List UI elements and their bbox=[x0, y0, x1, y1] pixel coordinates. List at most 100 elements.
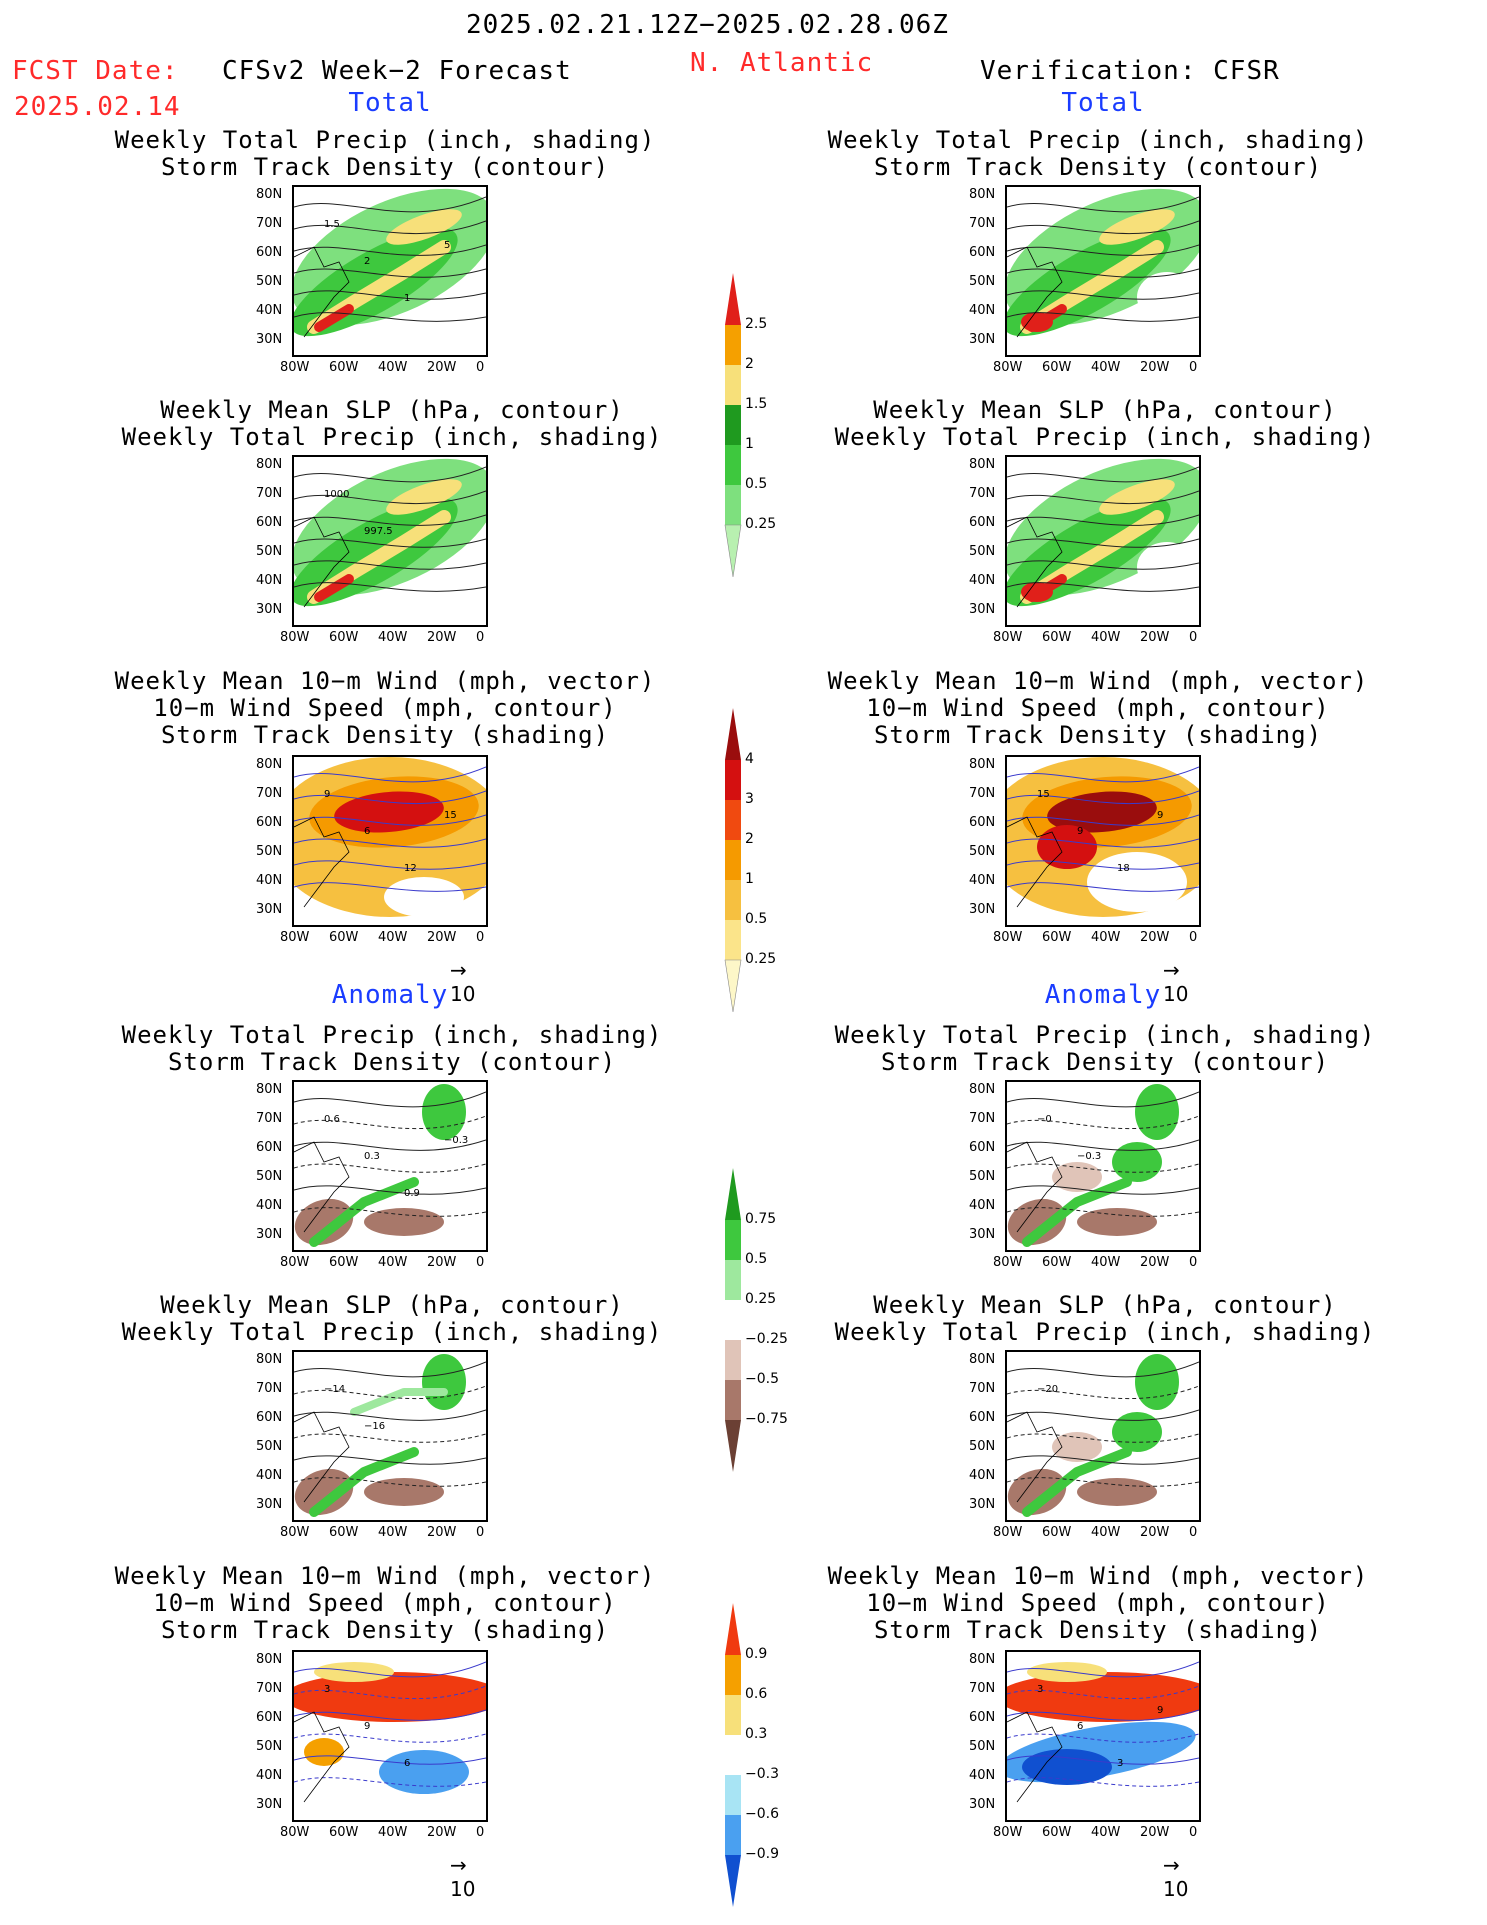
contour-line bbox=[1007, 268, 1199, 278]
colorbar-label: 0.6 bbox=[745, 1686, 768, 1702]
precip-anom-band bbox=[309, 1177, 419, 1247]
map-panel-verification-total-precip-storm bbox=[1005, 185, 1201, 357]
lat-tick-label: 70N bbox=[969, 486, 996, 501]
lat-tick-label: 60N bbox=[969, 245, 996, 260]
lat-tick-label: 60N bbox=[969, 515, 996, 530]
colorbar-segment bbox=[725, 840, 741, 880]
lon-tick-label: 60W bbox=[329, 1525, 359, 1540]
storm-core bbox=[1047, 791, 1157, 833]
region-label: N. Atlantic bbox=[690, 48, 874, 78]
contour-line bbox=[1007, 1385, 1199, 1400]
lat-tick-label: 80N bbox=[969, 1652, 996, 1667]
lat-tick-label: 80N bbox=[969, 1352, 996, 1367]
coastline bbox=[1007, 1141, 1063, 1233]
lat-tick-label: 50N bbox=[969, 1739, 996, 1754]
panel-title: Weekly Mean SLP (hPa, contour) Weekly Tot… bbox=[834, 1291, 1376, 1346]
colorbar-segment bbox=[725, 920, 741, 960]
lat-tick-label: 80N bbox=[256, 757, 283, 772]
map-panel-forecast-anomaly-slp-precip: −14 −16 bbox=[292, 1350, 488, 1522]
colorbar-label: −0.25 bbox=[745, 1331, 788, 1347]
colorbar-label: 0.5 bbox=[745, 1251, 768, 1267]
storm-core bbox=[1037, 825, 1097, 869]
contour-label: 9 bbox=[1077, 826, 1083, 837]
colorbar-label: −0.3 bbox=[745, 1766, 779, 1782]
lon-tick-label: 60W bbox=[1042, 1825, 1072, 1840]
map-panel-forecast-total-wind-storm: 9 6 12 15 bbox=[292, 755, 488, 927]
colorbar-label: 0.25 bbox=[745, 1291, 777, 1307]
colorbar-label: 0.5 bbox=[745, 911, 768, 927]
colorbar-segment bbox=[725, 445, 741, 485]
lat-tick-label: 60N bbox=[256, 1410, 283, 1425]
fcst-date-label: FCST Date: bbox=[12, 56, 179, 86]
coastline bbox=[1007, 816, 1063, 908]
lon-tick-label: 60W bbox=[1042, 360, 1072, 375]
contour-line bbox=[1007, 538, 1199, 548]
contour-line bbox=[1007, 860, 1199, 870]
lon-tick-label: 0 bbox=[1189, 1255, 1198, 1270]
lat-tick-label: 30N bbox=[969, 1227, 996, 1242]
colorbar-label: 3 bbox=[745, 791, 754, 807]
lat-tick-label: 70N bbox=[969, 1381, 996, 1396]
lon-tick-label: 40W bbox=[1091, 630, 1121, 645]
contour-line bbox=[294, 1477, 486, 1487]
lat-tick-label: 80N bbox=[969, 1082, 996, 1097]
lon-tick-label: 60W bbox=[329, 1255, 359, 1270]
colorbar-label: 1 bbox=[745, 871, 754, 887]
lat-tick-label: 30N bbox=[969, 1497, 996, 1512]
lon-tick-label: 0 bbox=[1189, 930, 1198, 945]
storm-gap bbox=[1087, 852, 1187, 912]
colorbar-segment bbox=[725, 405, 741, 445]
colorbar-segment bbox=[724, 959, 742, 1013]
lat-tick-label: 30N bbox=[969, 902, 996, 917]
panel-title: Weekly Mean 10−m Wind (mph, vector) 10−m … bbox=[827, 1562, 1369, 1644]
lat-tick-label: 60N bbox=[256, 515, 283, 530]
lon-tick-label: 40W bbox=[378, 360, 408, 375]
lat-tick-label: 80N bbox=[256, 1352, 283, 1367]
lat-tick-label: 70N bbox=[256, 1381, 283, 1396]
vector-reference: → 10 bbox=[450, 958, 476, 1006]
contour-line bbox=[1007, 1091, 1199, 1108]
lon-tick-label: 60W bbox=[329, 360, 359, 375]
lon-tick-label: 80W bbox=[280, 1525, 310, 1540]
lon-tick-label: 80W bbox=[993, 360, 1023, 375]
colorbar-segment bbox=[725, 1260, 741, 1300]
lat-tick-label: 50N bbox=[256, 1169, 283, 1184]
contour-line bbox=[294, 490, 486, 505]
colorbar-segment bbox=[725, 273, 741, 325]
contour-label: 5 bbox=[444, 240, 450, 251]
colorbar-label: 0.75 bbox=[745, 1211, 777, 1227]
precip-gap bbox=[1137, 542, 1197, 592]
colorbar-label: −0.5 bbox=[745, 1371, 779, 1387]
contour-label: 9 bbox=[1157, 810, 1163, 821]
precip-gap bbox=[1137, 272, 1197, 322]
colorbar-segment bbox=[725, 1220, 741, 1260]
precip-anom-shading bbox=[1007, 1198, 1067, 1246]
precip-anom-band bbox=[1022, 1447, 1132, 1517]
coastline bbox=[294, 1141, 350, 1233]
precip-shading bbox=[386, 209, 462, 245]
lat-tick-label: 40N bbox=[256, 1768, 283, 1783]
panel-title: Weekly Mean 10−m Wind (mph, vector) 10−m … bbox=[827, 667, 1369, 749]
vector-reference: → 10 bbox=[1163, 958, 1189, 1006]
contour-label: 6 bbox=[364, 826, 370, 837]
colorbar-label: 0.5 bbox=[745, 476, 768, 492]
lon-tick-label: 20W bbox=[1140, 1525, 1170, 1540]
coastline bbox=[294, 1411, 350, 1503]
contour-line bbox=[294, 838, 486, 848]
contour-line bbox=[294, 582, 486, 592]
coastline bbox=[1007, 1711, 1063, 1803]
lat-tick-label: 40N bbox=[969, 1198, 996, 1213]
lat-tick-label: 80N bbox=[256, 1082, 283, 1097]
contour-label: 0.3 bbox=[364, 1151, 380, 1162]
map-panel-forecast-anomaly-precip-storm: 0.6 0.3 0.9 −0.3 bbox=[292, 1080, 488, 1252]
precip-anom-shading bbox=[422, 1084, 466, 1140]
colorbar-precip_anom bbox=[718, 1165, 748, 1479]
panel-title: Weekly Mean 10−m Wind (mph, vector) 10−m … bbox=[114, 1562, 656, 1644]
fcst-date-value: 2025.02.14 bbox=[14, 92, 181, 122]
contour-label: 15 bbox=[1037, 789, 1050, 800]
lon-tick-label: 0 bbox=[1189, 1525, 1198, 1540]
lon-tick-label: 20W bbox=[1140, 1255, 1170, 1270]
contour-line bbox=[1007, 196, 1199, 213]
contour-line bbox=[1007, 290, 1199, 300]
lon-tick-label: 20W bbox=[1140, 930, 1170, 945]
